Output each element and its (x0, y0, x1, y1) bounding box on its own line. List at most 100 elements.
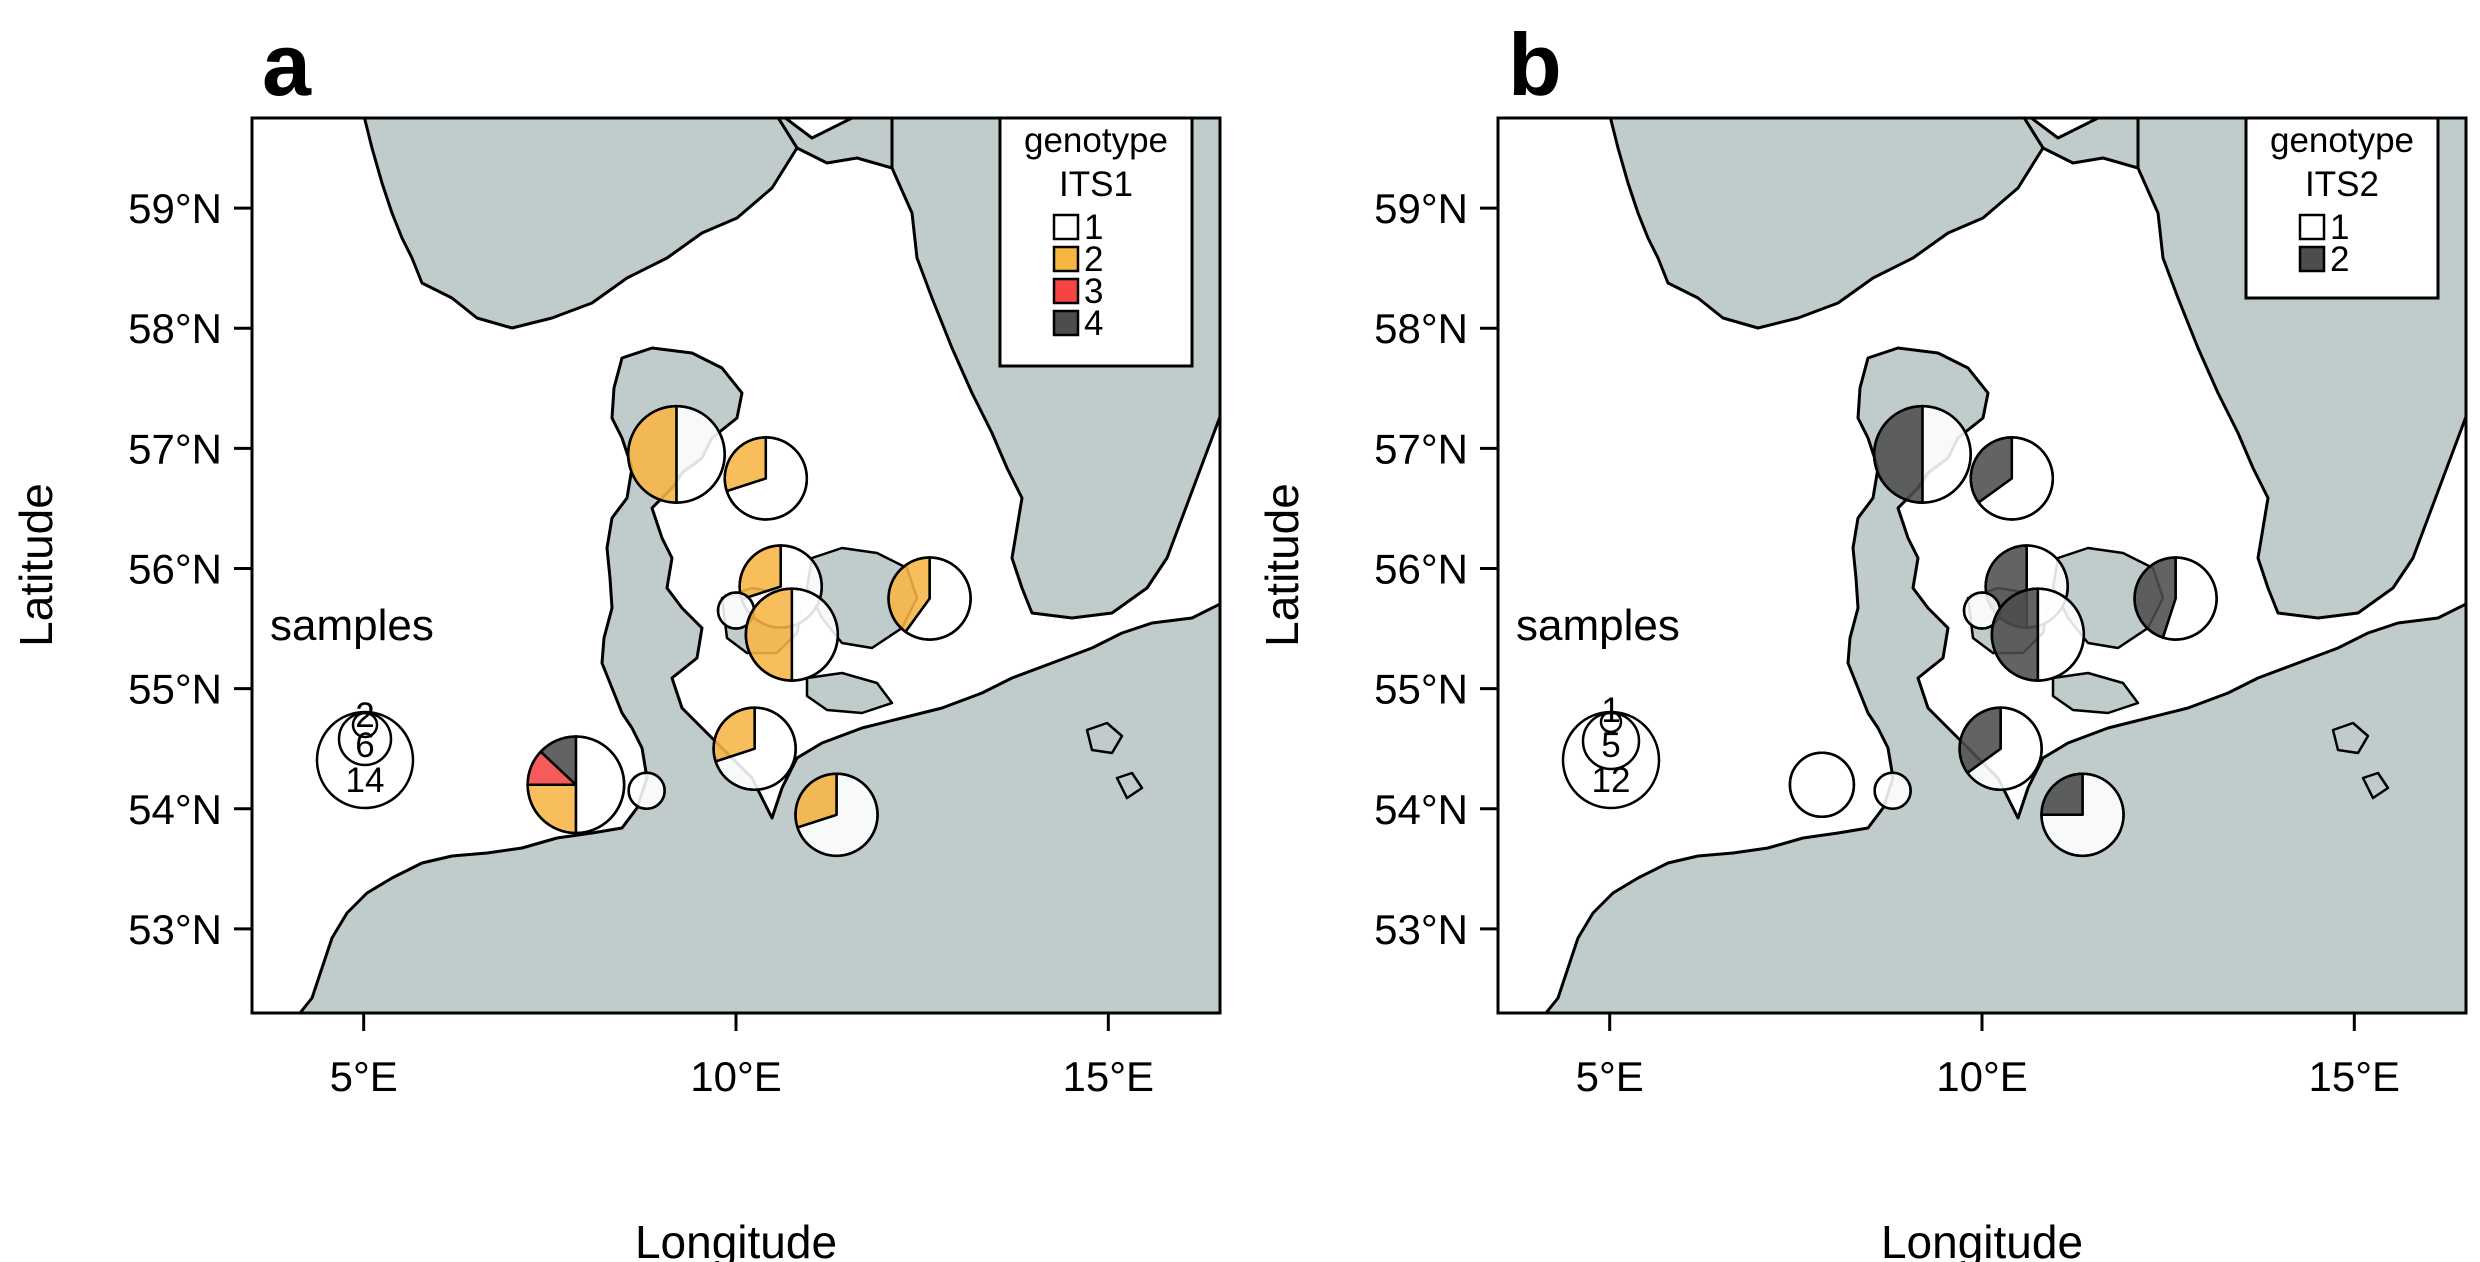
pie-chart (794, 772, 879, 858)
xtick-label: 5°E (330, 1053, 398, 1100)
samples-label-a: samples (270, 601, 434, 650)
axes-a: 5°E 10°E 15°E 53°N 54°N 55°N 56°N 57°N 58°N 59°N (128, 185, 1154, 1100)
ytick-label: 58°N (1374, 305, 1468, 352)
ytick-label: 56°N (1374, 546, 1468, 593)
ytick-label: 53°N (128, 906, 222, 953)
axes-b: 5°E 10°E 15°E 53°N 54°N 55°N 56°N 57°N 58°N 59°N (1374, 185, 2400, 1100)
pie-outline (2040, 772, 2125, 858)
legend-swatch (1052, 213, 1080, 241)
pie-outline (1969, 436, 2055, 521)
panel-a: a 5°E 10°E 15°E 53°N 54°N 55°N 56°N 57°N 58°N 59°… (10, 15, 1222, 1262)
legend-swatch (1052, 245, 1080, 273)
xtick-label: 15°E (1063, 1053, 1155, 1100)
pie-outline (744, 587, 840, 682)
pie-outline (1872, 404, 1972, 504)
size-label-mid-b: 5 (1601, 726, 1620, 765)
pie-chart (1872, 404, 1972, 504)
samples-key-a: samples 2 6 14 (270, 601, 434, 810)
pie-chart (1969, 436, 2055, 521)
pie-chart (526, 735, 626, 835)
pie-chart (627, 771, 666, 811)
legend-item-label: 1 (2330, 208, 2349, 247)
panel-b: b 5°E 10°E 15°E 53°N 54°N 55°N 56°N 57°N 58°N 59°… (1256, 15, 2468, 1262)
ytick-label: 55°N (128, 666, 222, 713)
ytick-label: 57°N (128, 425, 222, 472)
xlabel-a: Longitude (635, 1216, 837, 1262)
ylabel-b: Latitude (1256, 483, 1308, 647)
ytick-label: 57°N (1374, 425, 1468, 472)
legend-item-label: 1 (1084, 208, 1103, 247)
pie-chart (716, 591, 756, 630)
pie-outline (627, 771, 666, 811)
legend-swatch (2298, 245, 2326, 273)
ytick-label: 54°N (1374, 786, 1468, 833)
legend-items-b: 12 (2298, 208, 2349, 279)
size-circle-small-a (351, 711, 379, 739)
pie-outline (2133, 556, 2218, 641)
pie-layer-a (526, 404, 972, 858)
legend-swatch (1052, 309, 1080, 337)
xtick-label: 10°E (1936, 1053, 2028, 1100)
ytick-label: 59°N (1374, 185, 1468, 232)
pie-outline (1788, 751, 1856, 818)
xlabel-b: Longitude (1881, 1216, 2083, 1262)
xtick-label: 5°E (1576, 1053, 1644, 1100)
samples-label-b: samples (1516, 601, 1680, 650)
pie-outline (723, 436, 809, 521)
pie-chart (626, 404, 726, 504)
legend-b: genotype ITS2 12 (2244, 116, 2440, 300)
size-circle-small-b (1599, 710, 1623, 734)
legend-marker-a: ITS1 (1059, 165, 1133, 204)
pie-chart (744, 587, 840, 682)
ylabel-a: Latitude (10, 483, 62, 647)
size-label-mid-a: 6 (355, 726, 374, 765)
samples-key-b: samples 1 5 12 (1516, 601, 1680, 810)
size-label-small-a: 2 (355, 696, 374, 735)
legend-item-label: 4 (1084, 304, 1103, 343)
pie-chart (1958, 706, 2043, 791)
pie-chart (712, 706, 797, 791)
legend-marker-b: ITS2 (2305, 165, 2379, 204)
panel-letter-b: b (1508, 15, 1562, 114)
ytick-label: 55°N (1374, 666, 1468, 713)
legend-item-label: 2 (2330, 240, 2349, 279)
legend-title-a: genotype (1024, 121, 1168, 160)
pie-chart (887, 556, 972, 641)
pie-outline (626, 404, 726, 504)
legend-item-label: 2 (1084, 240, 1103, 279)
legend-swatch (2298, 213, 2326, 241)
xtick-label: 15°E (2309, 1053, 2401, 1100)
pie-outline (712, 706, 797, 791)
pie-layer-b (1788, 404, 2218, 858)
ytick-label: 58°N (128, 305, 222, 352)
pie-chart (723, 436, 809, 521)
legend-box-a (998, 116, 1194, 368)
pie-chart (1788, 751, 1856, 818)
ytick-label: 56°N (128, 546, 222, 593)
pie-chart (1990, 587, 2086, 682)
ytick-label: 59°N (128, 185, 222, 232)
pie-outline (1958, 706, 2043, 791)
pie-outline (887, 556, 972, 641)
pie-chart (2133, 556, 2218, 641)
pie-outline (1873, 771, 1912, 811)
size-label-small-b: 1 (1601, 691, 1620, 730)
ytick-label: 54°N (128, 786, 222, 833)
size-label-large-a: 14 (346, 761, 385, 800)
legend-item-label: 3 (1084, 272, 1103, 311)
pie-outline (794, 772, 879, 858)
ytick-label: 53°N (1374, 906, 1468, 953)
pie-chart (2040, 772, 2125, 858)
pie-chart (1873, 771, 1912, 811)
legend-swatch (1052, 277, 1080, 305)
legend-box-b (2244, 116, 2440, 300)
legend-title-b: genotype (2270, 121, 2414, 160)
pie-outline (526, 735, 626, 835)
pie-outline (1990, 587, 2086, 682)
panel-letter-a: a (262, 15, 312, 114)
size-label-large-b: 12 (1592, 761, 1631, 800)
xtick-label: 10°E (690, 1053, 782, 1100)
